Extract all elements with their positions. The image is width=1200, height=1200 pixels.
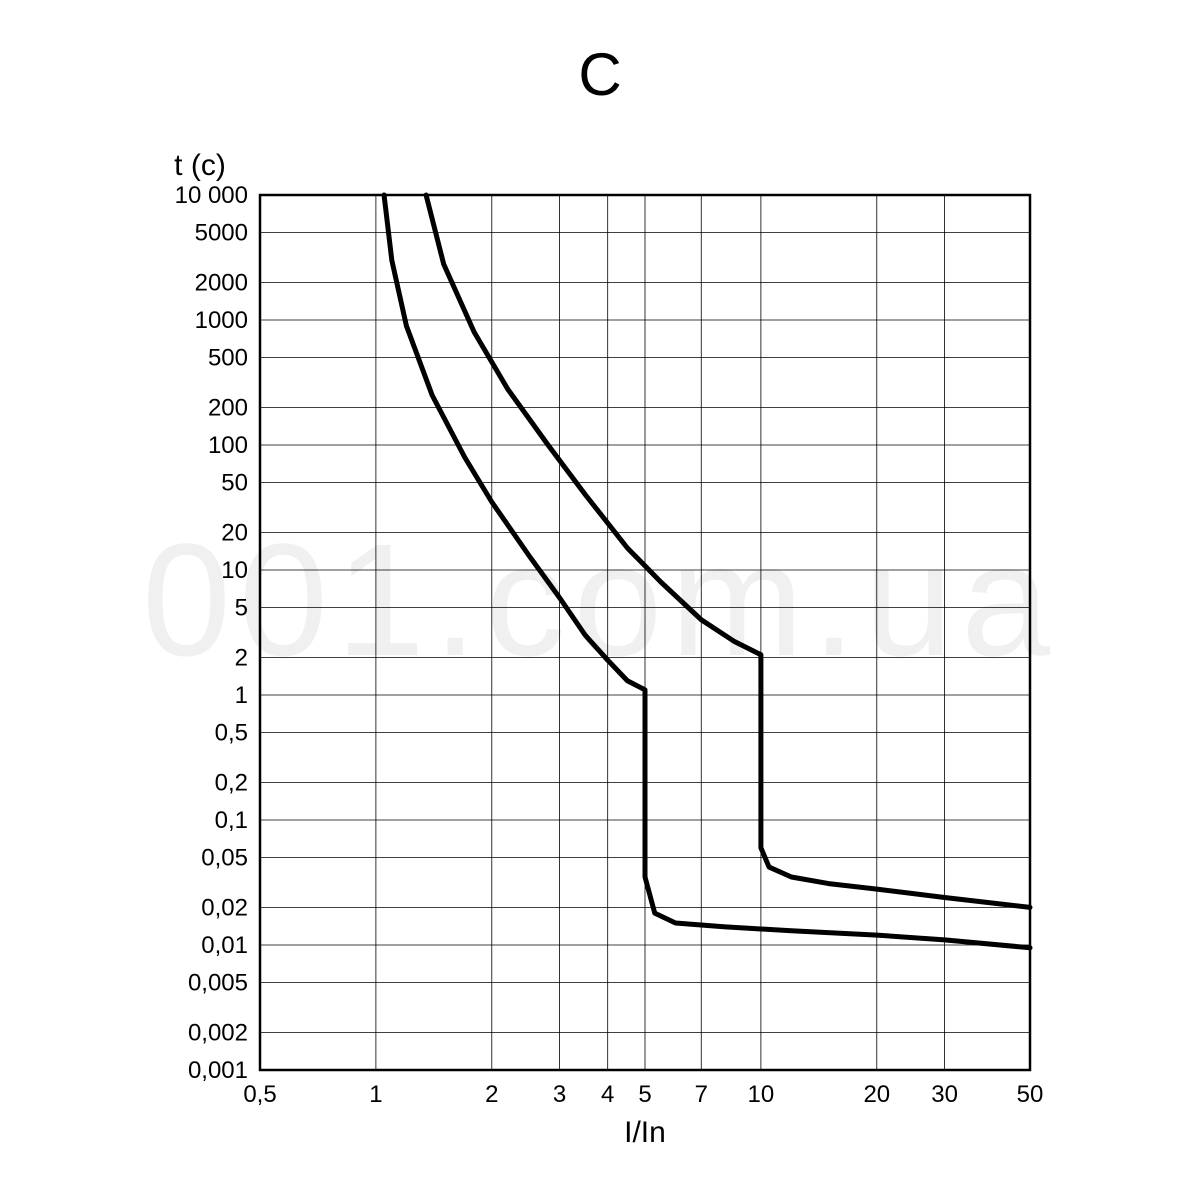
svg-text:0,002: 0,002 — [188, 1019, 248, 1046]
svg-text:4: 4 — [601, 1081, 614, 1108]
svg-text:10: 10 — [748, 1081, 775, 1108]
svg-text:5000: 5000 — [195, 220, 248, 247]
svg-text:1: 1 — [369, 1081, 382, 1108]
svg-text:0,05: 0,05 — [201, 845, 248, 872]
svg-text:0,1: 0,1 — [215, 807, 248, 834]
svg-text:50: 50 — [1017, 1081, 1044, 1108]
page: 001.com.ua C 0,512345710203050I/In0,0010… — [0, 0, 1200, 1200]
svg-text:20: 20 — [221, 519, 248, 546]
svg-text:2: 2 — [485, 1081, 498, 1108]
svg-text:1000: 1000 — [195, 307, 248, 334]
trip-curve-chart: 0,512345710203050I/In0,0010,0020,0050,01… — [0, 0, 1200, 1200]
svg-text:1: 1 — [235, 682, 248, 709]
svg-text:3: 3 — [553, 1081, 566, 1108]
svg-text:0,001: 0,001 — [188, 1057, 248, 1084]
svg-text:2: 2 — [235, 644, 248, 671]
svg-text:0,5: 0,5 — [243, 1081, 276, 1108]
svg-text:500: 500 — [208, 345, 248, 372]
svg-text:20: 20 — [863, 1081, 890, 1108]
svg-text:10: 10 — [221, 557, 248, 584]
svg-text:200: 200 — [208, 394, 248, 421]
svg-text:2000: 2000 — [195, 269, 248, 296]
svg-text:I/In: I/In — [624, 1116, 666, 1149]
svg-text:0,5: 0,5 — [215, 720, 248, 747]
svg-text:0,005: 0,005 — [188, 970, 248, 997]
svg-text:0,01: 0,01 — [201, 932, 248, 959]
svg-text:0,2: 0,2 — [215, 769, 248, 796]
svg-text:t (c): t (c) — [174, 149, 226, 182]
svg-text:10 000: 10 000 — [175, 182, 248, 209]
svg-text:0,02: 0,02 — [201, 894, 248, 921]
svg-text:100: 100 — [208, 432, 248, 459]
svg-text:30: 30 — [931, 1081, 958, 1108]
svg-text:50: 50 — [221, 470, 248, 497]
svg-text:7: 7 — [695, 1081, 708, 1108]
svg-text:5: 5 — [235, 595, 248, 622]
svg-text:5: 5 — [638, 1081, 651, 1108]
